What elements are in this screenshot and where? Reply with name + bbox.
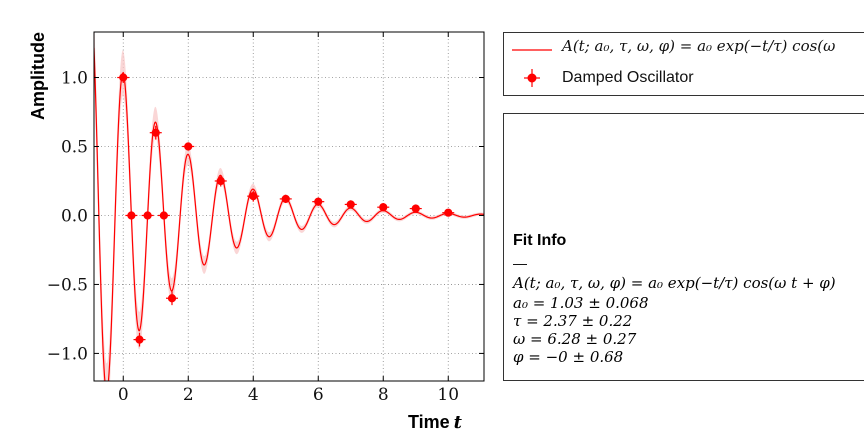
y-axis-ticks: 1.0 0.5 0.0 −0.5 −1.0 xyxy=(47,69,484,364)
fit-info-a0: a₀ = 1.03 ± 0.068 xyxy=(513,294,649,312)
data-point xyxy=(377,203,390,212)
data-point xyxy=(214,175,227,187)
y-tick-label: 0.0 xyxy=(61,206,88,226)
data-point xyxy=(182,142,195,151)
data-point xyxy=(141,211,154,220)
legend-data-label: Damped Oscillator xyxy=(562,69,694,86)
fit-info-title: Fit Info xyxy=(513,232,567,249)
x-tick-label: 2 xyxy=(183,385,194,405)
data-point xyxy=(312,197,325,206)
point-marker xyxy=(216,176,225,186)
legend-entry-data: Damped Oscillator xyxy=(504,63,864,93)
x-tick-label: 0 xyxy=(118,385,129,405)
point-marker xyxy=(444,208,453,217)
data-point xyxy=(344,200,357,209)
data-point xyxy=(133,332,146,347)
x-axis-ticks: 0 2 4 6 8 10 xyxy=(118,32,459,405)
point-marker xyxy=(135,335,144,344)
y-tick-label: 1.0 xyxy=(61,69,88,89)
point-marker xyxy=(314,197,323,206)
fit-info-formula: A(t; a₀, τ, ω, φ) = a₀ exp(−t/τ) cos(ω t… xyxy=(513,274,836,292)
fit-info-omega: ω = 6.28 ± 0.27 xyxy=(513,330,637,348)
x-tick-label: 8 xyxy=(378,385,389,405)
data-point xyxy=(149,125,162,140)
data-point xyxy=(442,208,455,217)
plot-area-content xyxy=(94,32,484,381)
point-marker xyxy=(281,194,290,204)
x-axis-title: Time t xyxy=(408,412,463,432)
data-point xyxy=(247,190,260,202)
point-marker xyxy=(151,128,160,137)
data-point xyxy=(166,291,178,306)
x-tick-label: 4 xyxy=(248,385,259,405)
data-point xyxy=(279,194,292,204)
point-marker xyxy=(143,211,152,220)
legend: A(t; a₀, τ, ω, φ) = a₀ exp(−t/τ) cos(ω D… xyxy=(503,32,864,96)
fit-info-separator: — xyxy=(513,255,527,271)
legend-fit-formula: A(t; a₀, τ, ω, φ) = a₀ exp(−t/τ) cos(ω xyxy=(562,37,836,55)
fit-confidence-band xyxy=(94,32,484,381)
point-marker xyxy=(411,204,420,213)
data-point xyxy=(157,211,170,220)
fit-curve-line xyxy=(94,47,484,381)
data-point xyxy=(409,204,422,213)
data-point xyxy=(117,72,130,84)
point-marker xyxy=(159,211,168,220)
point-marker xyxy=(167,294,177,303)
y-tick-label: −1.0 xyxy=(47,344,88,364)
legend-entry-fit: A(t; a₀, τ, ω, φ) = a₀ exp(−t/τ) cos(ω xyxy=(504,33,864,63)
fit-info-tau: τ = 2.37 ± 0.22 xyxy=(513,312,633,330)
point-marker xyxy=(379,203,388,212)
point-marker xyxy=(346,200,355,209)
x-tick-label: 6 xyxy=(313,385,324,405)
plot-frame xyxy=(93,31,485,382)
fit-info-box: Fit Info — A(t; a₀, τ, ω, φ) = a₀ exp(−t… xyxy=(503,113,864,381)
point-marker xyxy=(184,142,193,151)
fit-info-phi: φ = −0 ± 0.68 xyxy=(513,348,624,366)
data-point xyxy=(125,211,138,220)
data-points xyxy=(117,72,455,347)
point-marker xyxy=(127,211,136,220)
x-tick-label: 10 xyxy=(437,385,459,405)
point-marker xyxy=(249,192,258,201)
grid-lines xyxy=(94,32,484,381)
legend-line-swatch xyxy=(512,49,552,51)
point-marker xyxy=(119,73,128,82)
legend-marker-swatch xyxy=(524,69,540,87)
y-tick-label: 0.5 xyxy=(61,137,88,157)
y-tick-label: −0.5 xyxy=(47,275,88,295)
y-axis-title: Amplitude xyxy=(28,32,48,120)
